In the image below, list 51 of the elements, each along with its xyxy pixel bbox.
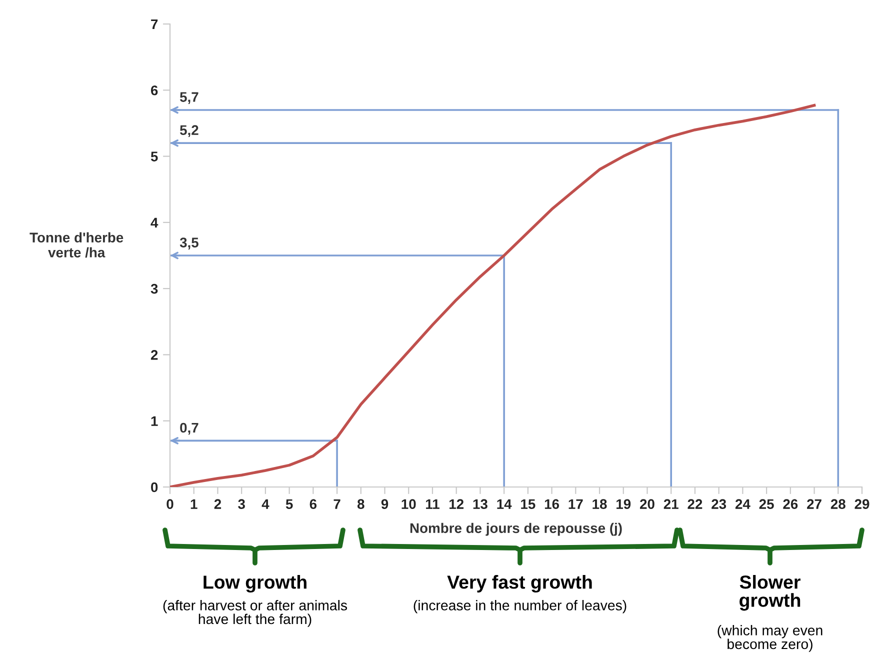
x-tick-label: 20 bbox=[640, 499, 654, 510]
x-tick-label: 18 bbox=[592, 499, 607, 510]
x-tick-label: 29 bbox=[854, 499, 870, 510]
y-tick-label: 2 bbox=[150, 350, 158, 360]
ref-line-label: 0,7 bbox=[180, 422, 198, 435]
x-tick-label: 23 bbox=[712, 499, 726, 510]
x-tick-label: 3 bbox=[238, 499, 245, 510]
y-tick-label: 1 bbox=[151, 416, 158, 426]
x-tick-label: 28 bbox=[830, 499, 846, 510]
ref-line-label: 3,5 bbox=[180, 238, 198, 250]
text: Low growth bbox=[204, 575, 306, 593]
x-tick-label: 14 bbox=[497, 499, 512, 509]
x-tick-label: 10 bbox=[402, 499, 416, 510]
y-tick-label: 3 bbox=[150, 284, 158, 294]
x-tick-label: 26 bbox=[783, 499, 798, 510]
line-series bbox=[170, 104, 816, 487]
y-axis-title: Tonne d'herbe verte /ha bbox=[30, 232, 124, 258]
text: (increase in the number of leaves) bbox=[414, 600, 626, 614]
ref-line-label: 5,2 bbox=[180, 125, 198, 138]
x-tick-label: 21 bbox=[664, 499, 678, 509]
x-tick-label: 22 bbox=[688, 499, 702, 509]
y-tick-label: 4 bbox=[150, 218, 158, 228]
x-tick-label: 7 bbox=[334, 499, 340, 509]
x-tick-label: 24 bbox=[735, 499, 750, 509]
x-tick-label: 4 bbox=[262, 499, 270, 509]
x-tick-label: 0 bbox=[166, 499, 174, 510]
x-tick-label: 5 bbox=[286, 499, 293, 510]
x-tick-label: 1 bbox=[190, 499, 198, 509]
x-tick-label: 11 bbox=[426, 499, 440, 509]
text: (which may even become zero) bbox=[718, 625, 822, 652]
x-tick-label: 27 bbox=[807, 499, 822, 509]
x-tick-label: 9 bbox=[381, 499, 388, 510]
x-tick-label: 16 bbox=[544, 499, 560, 510]
x-axis-title: Nombre de jours de repousse (j) bbox=[410, 522, 622, 536]
x-tick-label: 2 bbox=[214, 499, 222, 509]
y-tick-label: 6 bbox=[150, 85, 158, 96]
ref-line-label: 5,7 bbox=[180, 92, 198, 104]
x-tick-label: 19 bbox=[616, 499, 631, 510]
y-tick-label: 0 bbox=[151, 482, 158, 492]
text: Slower growth bbox=[740, 575, 800, 611]
x-tick-label: 12 bbox=[449, 499, 464, 509]
text: Very fast growth bbox=[447, 575, 592, 593]
y-tick-label: 7 bbox=[151, 19, 158, 30]
x-tick-label: 17 bbox=[568, 499, 583, 509]
text: (after harvest or after animals have left the farm) bbox=[163, 600, 348, 627]
y-tick-label: 5 bbox=[150, 152, 158, 162]
x-tick-label: 8 bbox=[357, 499, 364, 510]
x-tick-label: 13 bbox=[473, 499, 488, 510]
x-tick-label: 6 bbox=[310, 499, 317, 510]
x-tick-label: 15 bbox=[521, 499, 536, 510]
x-tick-label: 25 bbox=[759, 499, 774, 510]
